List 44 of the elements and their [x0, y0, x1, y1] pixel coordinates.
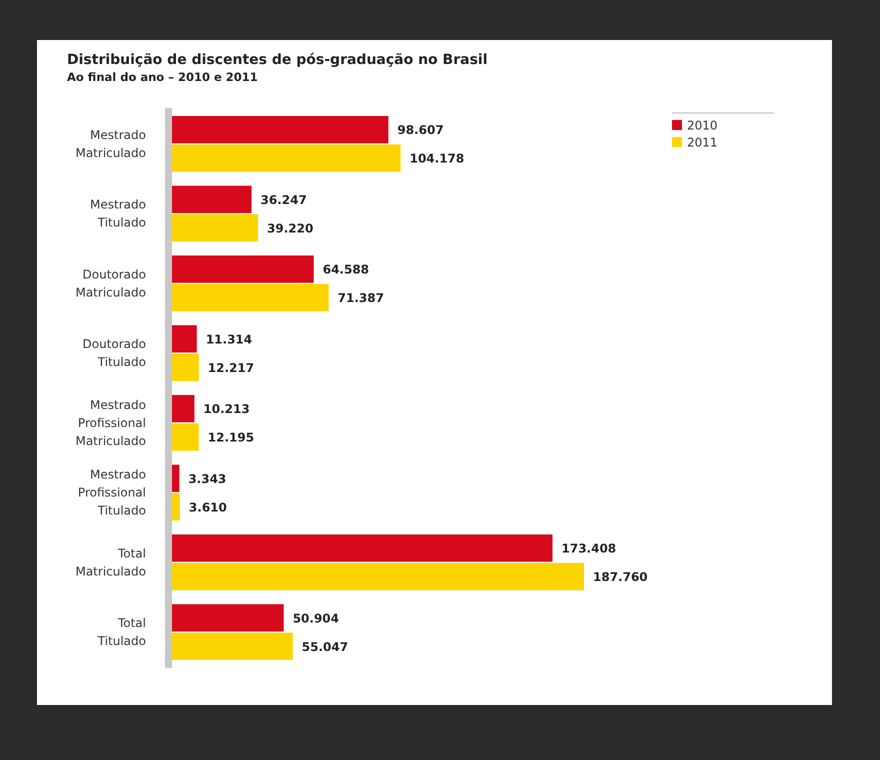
data-label: 3.343 [188, 472, 226, 486]
chart-subtitle: Ao final do ano – 2010 e 2011 [67, 70, 258, 84]
bar [172, 116, 388, 144]
y-tick-label: Mestrado Matriculado [75, 128, 146, 160]
bar [172, 423, 199, 451]
data-label: 36.247 [260, 192, 307, 207]
y-tick-label: Doutorado Titulado [82, 337, 146, 370]
data-label: 187.760 [593, 570, 648, 584]
y-tick-label: Total Titulado [96, 616, 146, 648]
data-label: 71.387 [338, 291, 384, 306]
data-label: 12.217 [208, 360, 254, 375]
bar [172, 325, 197, 353]
data-label: 50.904 [292, 611, 340, 626]
data-label: 10.213 [203, 402, 250, 416]
bar [172, 144, 401, 172]
legend-label: 2011 [687, 136, 718, 150]
bar [172, 214, 258, 242]
data-label: 3.610 [188, 500, 227, 514]
bar [172, 493, 180, 521]
data-label: 12.195 [208, 430, 254, 445]
bar [172, 604, 284, 632]
bar [172, 534, 553, 562]
data-label: 64.588 [322, 262, 370, 277]
bar [172, 394, 194, 422]
data-label: 173.408 [562, 542, 616, 556]
data-label: 55.047 [302, 640, 348, 654]
legend-label: 2010 [687, 118, 718, 132]
y-tick-label: Mestrado Profissional Matriculado [75, 398, 146, 448]
bar [172, 354, 199, 382]
data-label: 104.178 [410, 152, 464, 166]
y-tick-label: Mestrado Profissional Titulado [78, 468, 146, 518]
y-tick-label: Mestrado Titulado [90, 198, 146, 230]
chart-title: Distribuição de discentes de pós-graduação no Brasil [67, 52, 488, 68]
bar [172, 186, 252, 214]
data-label: 39.220 [267, 221, 314, 236]
data-label: 98.607 [397, 123, 444, 138]
bar [172, 284, 329, 312]
y-tick-label: Total Matriculado [75, 546, 146, 578]
bar [172, 464, 180, 492]
bar [172, 562, 584, 590]
bar [172, 632, 293, 660]
y-tick-label: Doutorado Matriculado [75, 267, 146, 300]
data-label: 11.314 [206, 332, 252, 346]
bar [172, 255, 314, 283]
